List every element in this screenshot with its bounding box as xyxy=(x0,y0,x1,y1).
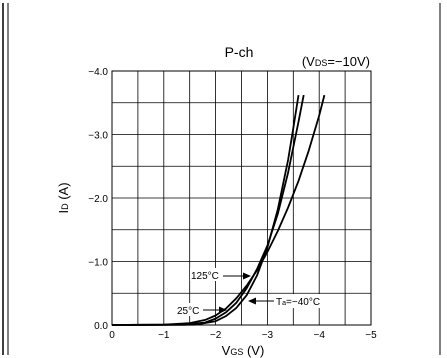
x-tick-label: −3 xyxy=(262,330,274,341)
x-tick-label: −1 xyxy=(158,330,170,341)
svg-text:25°C: 25°C xyxy=(177,306,199,317)
svg-text:125°C: 125°C xyxy=(191,271,219,282)
y-tick-label: −1.0 xyxy=(88,258,108,269)
annotation-25c: 25°C xyxy=(176,303,227,317)
annotation-minus40c: Ta=−40°C xyxy=(248,294,323,308)
x-tick-label: 0 xyxy=(109,330,115,341)
x-tick-labels: 0 −1 −2 −3 −4 −5 xyxy=(109,330,377,341)
svg-text:Ta=−40°C: Ta=−40°C xyxy=(276,297,320,308)
plot-area-border xyxy=(111,70,372,326)
y-tick-label: −3.0 xyxy=(88,131,108,142)
series-line-2 xyxy=(111,94,300,326)
x-tick-label: −5 xyxy=(365,330,377,341)
x-tick-label: −4 xyxy=(313,330,325,341)
x-axis-label: VGS (V) xyxy=(222,343,265,358)
series-group xyxy=(111,94,326,326)
x-tick-label: −2 xyxy=(210,330,222,341)
y-tick-label: 0.0 xyxy=(94,321,108,332)
annotation-125c: 125°C xyxy=(190,268,251,282)
y-axis-label: ID (A) xyxy=(56,182,71,213)
chart-title: P-ch xyxy=(225,44,254,60)
test-condition: (VDS=−10V) xyxy=(302,54,370,69)
y-tick-label: −2.0 xyxy=(88,194,108,205)
y-tick-labels: 0.0 −1.0 −2.0 −3.0 −4.0 xyxy=(88,67,108,332)
y-tick-label: −4.0 xyxy=(88,67,108,78)
series-line-1 xyxy=(111,94,305,326)
grid xyxy=(112,71,371,325)
